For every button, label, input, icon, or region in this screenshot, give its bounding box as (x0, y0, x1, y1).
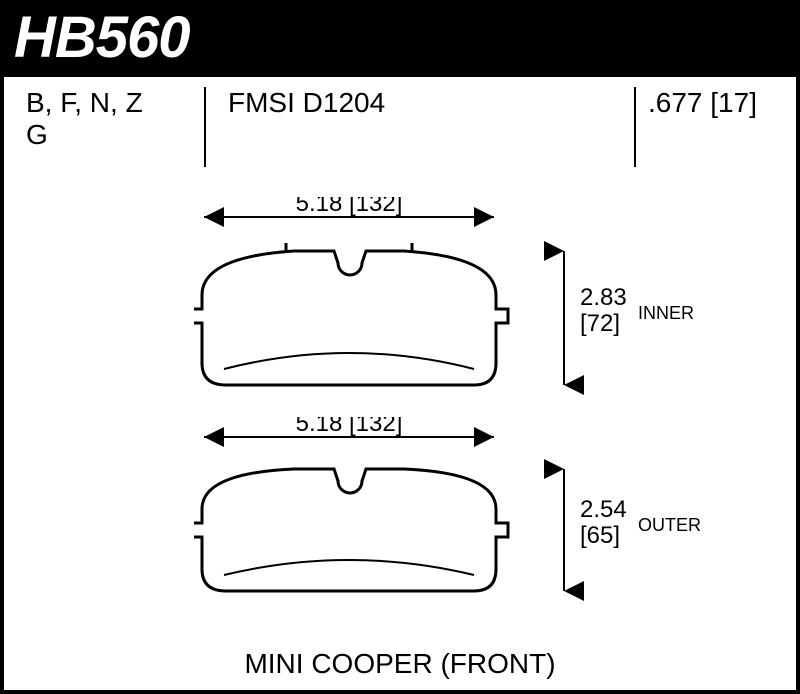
fmsi-cell: FMSI D1204 (206, 87, 634, 167)
compounds-line1: B, F, N, Z (26, 87, 182, 119)
fmsi-code: FMSI D1204 (228, 87, 385, 118)
outer-pad-shape (194, 469, 508, 591)
inner-height-mm: [72] (580, 310, 620, 337)
outer-height-label: 2.54 (580, 496, 627, 523)
diagram-area: 5.18 [132] 2.83 [72] INNER (64, 197, 736, 640)
outer-side-label: OUTER (638, 515, 701, 535)
compounds-cell: B, F, N, Z G (4, 87, 204, 167)
thickness-cell: .677 [17] (636, 87, 796, 167)
caption: MINI COOPER (FRONT) (244, 648, 555, 680)
compounds-line2: G (26, 119, 182, 151)
outer-pad-svg: 5.18 [132] 2.54 [65] OUTER (194, 417, 714, 617)
inner-side-label: INNER (638, 303, 694, 323)
outer-height-mm: [65] (580, 522, 620, 549)
inner-pad-shape (194, 243, 508, 385)
thickness-value: .677 [17] (648, 87, 757, 118)
outer-pad-group: 5.18 [132] 2.54 [65] OUTER (194, 417, 714, 622)
diagram-frame: B, F, N, Z G FMSI D1204 .677 [17] (0, 77, 800, 694)
part-number: HB560 (14, 4, 190, 71)
title-bar: HB560 (0, 0, 800, 77)
inner-width-label: 5.18 [132] (296, 197, 403, 217)
info-row: B, F, N, Z G FMSI D1204 .677 [17] (4, 77, 796, 177)
inner-pad-group: 5.18 [132] 2.83 [72] INNER (194, 197, 714, 412)
outer-width-label: 5.18 [132] (296, 417, 403, 437)
inner-pad-svg: 5.18 [132] 2.83 [72] INNER (194, 197, 714, 407)
inner-height-label: 2.83 (580, 284, 627, 311)
